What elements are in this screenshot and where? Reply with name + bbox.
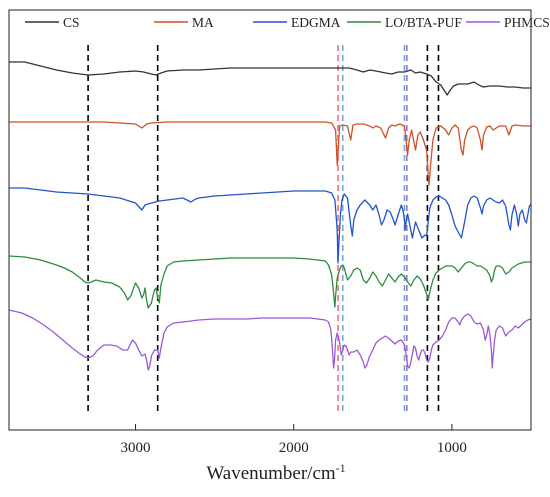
series-group — [8, 61, 532, 371]
legend-label-4: PHMCS — [504, 15, 550, 30]
series-line-cs — [9, 61, 531, 96]
x-axis-title-superscript: -1 — [336, 461, 346, 475]
x-tick-label-2000: 2000 — [279, 440, 309, 456]
legend-label-1: MA — [192, 15, 214, 30]
series-line-edgma — [9, 187, 532, 264]
x-axis-ticks: 3000 2000 1000 — [121, 424, 467, 456]
x-tick-label-1000: 1000 — [437, 440, 467, 456]
legend-label-2: EDGMA — [291, 15, 341, 30]
plot-frame — [8, 9, 532, 431]
series-line-phmcs — [8, 309, 532, 371]
legend: CS MA EDGMA LO/BTA-PUF PHMCS — [25, 15, 550, 30]
legend-label-0: CS — [63, 15, 80, 30]
x-axis-title-text: Wavenumber/cm — [206, 463, 336, 484]
reference-lines — [87, 45, 440, 415]
series-line-lo-bta-puf — [8, 255, 531, 309]
series-line-ma — [9, 121, 531, 186]
legend-label-3: LO/BTA-PUF — [385, 15, 462, 30]
x-axis-title: Wavenumber/cm-1 — [206, 461, 345, 484]
x-tick-label-3000: 3000 — [121, 440, 151, 456]
